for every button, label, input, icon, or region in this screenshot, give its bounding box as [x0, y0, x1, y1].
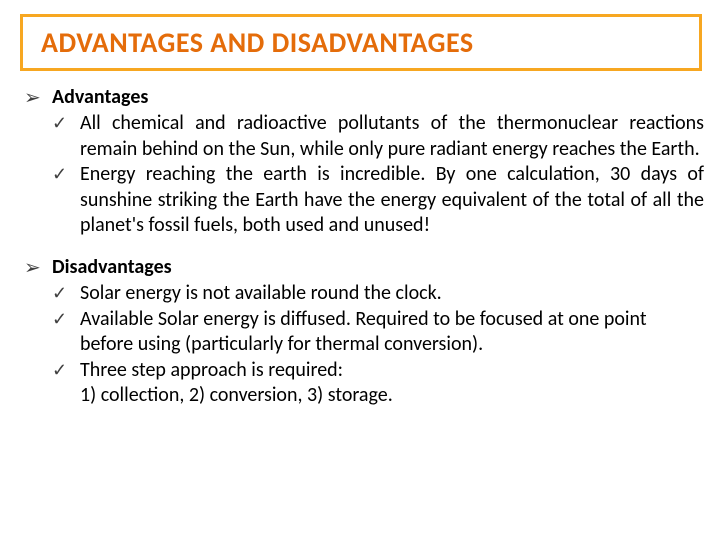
- item-text: Solar energy is not available round the …: [80, 281, 704, 307]
- slide-container: ADVANTAGES AND DISADVANTAGES ➢ Advantage…: [0, 0, 728, 546]
- content-area: ➢ Advantages ✓ All chemical and radioact…: [20, 85, 708, 409]
- item-text: Available Solar energy is diffused. Requ…: [80, 307, 704, 358]
- title-box: ADVANTAGES AND DISADVANTAGES: [20, 14, 702, 71]
- item-text: Energy reaching the earth is incredible.…: [80, 162, 704, 239]
- list-item: ✓ Available Solar energy is diffused. Re…: [52, 307, 704, 358]
- slide-title: ADVANTAGES AND DISADVANTAGES: [41, 25, 681, 60]
- section-heading: Disadvantages: [52, 255, 172, 281]
- arrow-right-icon: ➢: [24, 85, 52, 111]
- list-item: ✓ Three step approach is required: 1) co…: [52, 358, 704, 409]
- check-icon: ✓: [52, 307, 80, 331]
- check-icon: ✓: [52, 358, 80, 382]
- check-icon: ✓: [52, 281, 80, 305]
- section-heading: Advantages: [52, 85, 148, 111]
- sub-list: ✓ All chemical and radioactive pollutant…: [24, 111, 704, 239]
- list-item: ✓ Energy reaching the earth is incredibl…: [52, 162, 704, 239]
- section-header: ➢ Disadvantages: [24, 255, 704, 281]
- item-text: All chemical and radioactive pollutants …: [80, 111, 704, 162]
- item-text: Three step approach is required: 1) coll…: [80, 358, 704, 409]
- section-header: ➢ Advantages: [24, 85, 704, 111]
- check-icon: ✓: [52, 162, 80, 186]
- advantages-section: ➢ Advantages ✓ All chemical and radioact…: [24, 85, 704, 239]
- list-item: ✓ All chemical and radioactive pollutant…: [52, 111, 704, 162]
- check-icon: ✓: [52, 111, 80, 135]
- arrow-right-icon: ➢: [24, 255, 52, 281]
- list-item: ✓ Solar energy is not available round th…: [52, 281, 704, 307]
- disadvantages-section: ➢ Disadvantages ✓ Solar energy is not av…: [24, 255, 704, 409]
- sub-list: ✓ Solar energy is not available round th…: [24, 281, 704, 409]
